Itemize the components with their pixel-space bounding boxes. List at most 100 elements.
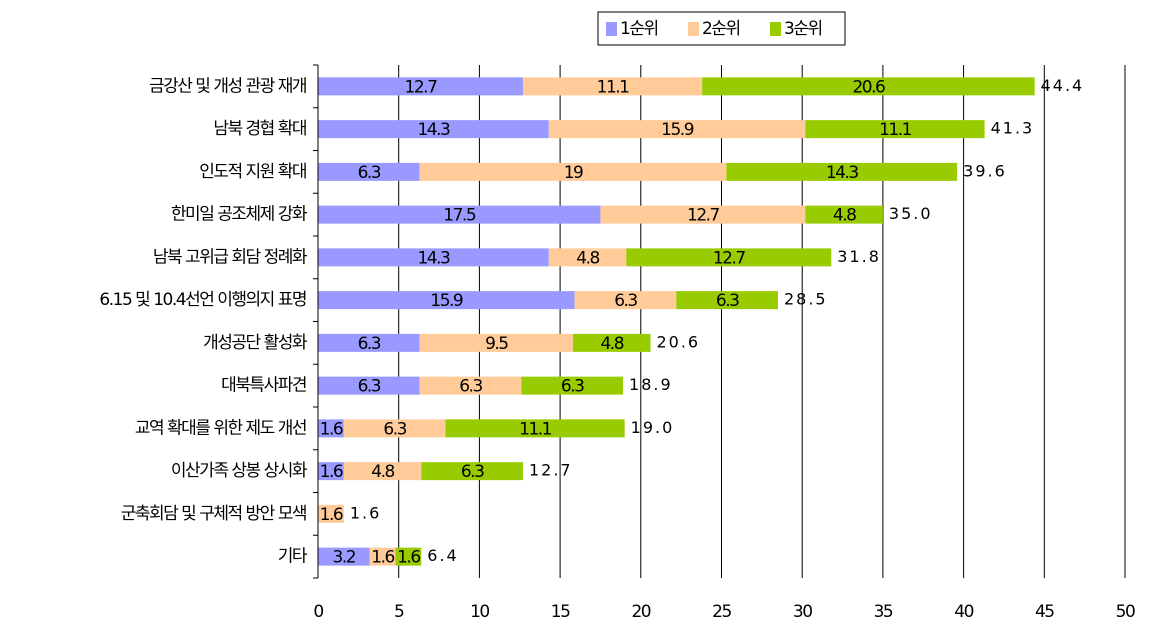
x-tick-label: 45 xyxy=(1035,602,1054,622)
bar-segment xyxy=(421,462,523,481)
value-label: 11.1 xyxy=(519,419,552,439)
value-label: 6.3 xyxy=(459,377,482,397)
bar-segment xyxy=(318,291,575,310)
total-label: 41.3 xyxy=(991,119,1035,138)
value-label: 11.1 xyxy=(597,77,630,97)
total-label: 44.4 xyxy=(1041,76,1085,95)
y-tick-label: 대북특사파견 xyxy=(221,376,306,396)
total-label: 20.6 xyxy=(656,332,700,351)
y-tick-label: 남북 고위급 회담 정례화 xyxy=(153,247,308,267)
bar-segment xyxy=(548,248,627,267)
total-label: 39.6 xyxy=(963,161,1007,180)
value-label: 6.3 xyxy=(358,163,381,183)
x-tick-label: 35 xyxy=(874,602,893,622)
total-label: 18.9 xyxy=(629,375,673,394)
x-tick-label: 0 xyxy=(313,602,323,622)
bar-segment xyxy=(419,376,522,395)
y-tick-label: 금강산 및 개성 관광 재개 xyxy=(149,76,306,96)
value-label: 1.6 xyxy=(320,505,343,525)
bar-segment xyxy=(419,333,574,352)
value-label: 14.3 xyxy=(826,163,859,183)
bar-segment xyxy=(318,248,549,267)
y-tick-label: 교역 확대를 위한 제도 개선 xyxy=(135,418,306,438)
value-label: 1.6 xyxy=(397,548,420,568)
bar-segment xyxy=(318,205,601,224)
total-label: 6.4 xyxy=(427,546,458,565)
y-tick-label: 남북 경협 확대 xyxy=(213,119,306,139)
bar-segment xyxy=(318,120,549,139)
legend-label: 1순위 xyxy=(620,19,658,39)
value-label: 1.6 xyxy=(320,419,343,439)
bar-segment xyxy=(702,77,1035,96)
bar-segment xyxy=(318,162,420,181)
value-label: 6.3 xyxy=(461,462,484,482)
value-label: 12.7 xyxy=(687,206,720,226)
value-label: 11.1 xyxy=(879,120,912,140)
y-tick-label: 기타 xyxy=(278,547,308,567)
total-label: 12.7 xyxy=(529,461,573,480)
value-label: 6.3 xyxy=(614,291,637,311)
value-label: 14.3 xyxy=(417,120,450,140)
legend-swatch xyxy=(606,22,617,36)
bar-segment xyxy=(522,77,703,96)
bar-segment xyxy=(521,376,624,395)
bar-segment xyxy=(726,162,958,181)
value-label: 20.6 xyxy=(852,77,885,97)
x-tick-label: 25 xyxy=(712,602,731,622)
value-label: 9.5 xyxy=(485,334,508,354)
value-label: 12.7 xyxy=(405,77,438,97)
legend-box xyxy=(597,11,846,46)
bar-segment xyxy=(600,205,806,224)
bar-segment xyxy=(318,376,420,395)
total-label: 31.8 xyxy=(837,247,881,266)
bar-segment xyxy=(419,162,727,181)
y-tick-label: 개성공단 활성화 xyxy=(203,333,308,353)
value-label: 4.8 xyxy=(833,206,856,226)
value-label: 3.2 xyxy=(333,548,356,568)
total-label: 19.0 xyxy=(631,418,675,437)
bar-segment xyxy=(318,504,344,523)
legend-swatch xyxy=(688,22,699,36)
value-label: 6.3 xyxy=(716,291,739,311)
y-tick-label: 6.15 및 10.4선언 이행의지 표명 xyxy=(99,290,306,310)
bar-segment xyxy=(318,77,523,96)
bar-segment xyxy=(805,120,985,139)
value-label: 15.9 xyxy=(661,120,694,140)
value-label: 6.3 xyxy=(383,419,406,439)
value-label: 1.6 xyxy=(320,462,343,482)
bar-segment xyxy=(805,205,883,224)
x-tick-label: 30 xyxy=(793,602,812,622)
value-label: 6.3 xyxy=(358,377,381,397)
y-tick-label: 군축회담 및 구체적 방안 모색 xyxy=(121,504,306,524)
bar-segment xyxy=(369,547,396,566)
legend-label: 2순위 xyxy=(702,19,740,39)
total-label: 35.0 xyxy=(889,204,933,223)
bar-segment xyxy=(318,333,420,352)
y-tick-label: 한미일 공조체제 강화 xyxy=(171,205,308,225)
value-label: 19 xyxy=(564,163,583,183)
bar-segment xyxy=(318,547,370,566)
bar-segment xyxy=(343,462,422,481)
bar-segment xyxy=(574,291,677,310)
value-label: 12.7 xyxy=(713,248,746,268)
y-tick-label: 이산가족 상봉 상시화 xyxy=(171,461,308,481)
value-label: 6.3 xyxy=(358,334,381,354)
value-label: 14.3 xyxy=(417,248,450,268)
value-label: 1.6 xyxy=(371,548,394,568)
x-tick-label: 20 xyxy=(631,602,650,622)
value-label: 15.9 xyxy=(430,291,463,311)
value-label: 4.8 xyxy=(600,334,623,354)
x-tick-label: 15 xyxy=(551,602,570,622)
y-tick-label: 인도적 지원 확대 xyxy=(199,162,306,182)
bar-segment xyxy=(318,462,344,481)
value-label: 4.8 xyxy=(576,248,599,268)
total-label: 1.6 xyxy=(350,503,381,522)
bar-segment xyxy=(626,248,832,267)
value-label: 4.8 xyxy=(371,462,394,482)
bar-segment xyxy=(548,120,806,139)
total-label: 28.5 xyxy=(784,290,828,309)
x-tick-label: 5 xyxy=(394,602,404,622)
bar-segment xyxy=(573,333,651,352)
value-label: 17.5 xyxy=(443,206,476,226)
